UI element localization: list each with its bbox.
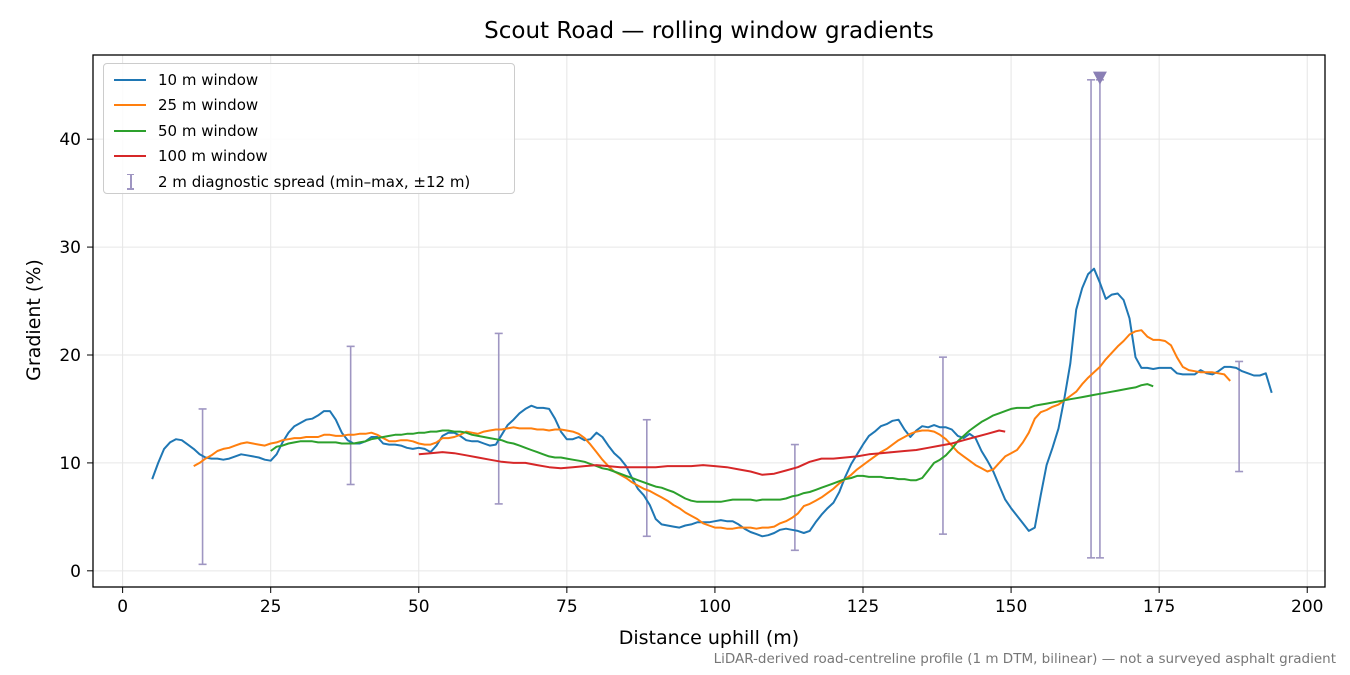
footnote: LiDAR-derived road-centreline profile (1… <box>713 651 1336 667</box>
plot-frame <box>92 54 1326 588</box>
y-tick-label: 0 <box>70 562 81 582</box>
errorbar-icon <box>127 173 134 190</box>
y-axis-label: Gradient (%) <box>23 259 45 381</box>
series-line-2 <box>270 383 1154 503</box>
x-axis-label: Distance uphill (m) <box>618 627 800 649</box>
legend-swatch-10m <box>112 72 148 88</box>
spread-errorbar <box>1095 79 1104 559</box>
axis-ticks: 0 25 50 75 100 125 150 175 200 0 10 20 30 40 <box>59 130 1323 617</box>
spread-errorbar <box>790 443 799 552</box>
spread-errorbar <box>1235 360 1244 473</box>
legend-swatch-100m <box>112 148 148 164</box>
x-tick-label: 75 <box>556 597 578 617</box>
legend-label-spread: 2 m diagnostic spread (min–max, ±12 m) <box>158 172 471 191</box>
y-tick-label: 10 <box>59 454 81 474</box>
legend-label-100m: 100 m window <box>158 147 268 166</box>
legend-swatch-spread <box>112 173 148 190</box>
legend-item-50m: 50 m window <box>104 118 514 144</box>
series-line-1 <box>193 329 1231 530</box>
x-tick-label: 50 <box>408 597 430 617</box>
legend-item-25m: 25 m window <box>104 93 514 119</box>
legend-swatch-50m <box>112 123 148 139</box>
x-tick-label: 0 <box>117 597 128 617</box>
legend-label-50m: 50 m window <box>158 121 259 140</box>
x-tick-label: 125 <box>847 597 879 617</box>
triangle-down-icon <box>1092 71 1107 85</box>
x-tick-label: 175 <box>1143 597 1175 617</box>
legend-item-spread: 2 m diagnostic spread (min–max, ±12 m) <box>104 169 514 195</box>
spread-marker <box>1092 71 1107 85</box>
legend-item-10m: 10 m window <box>104 67 514 93</box>
legend-swatch-25m <box>112 97 148 113</box>
series-line-3 <box>418 429 1006 476</box>
x-tick-label: 200 <box>1291 597 1323 617</box>
chart-title: Scout Road — rolling window gradients <box>484 18 934 44</box>
spread-errorbar <box>198 408 207 566</box>
spread-errorbar <box>346 345 355 486</box>
legend-item-100m: 100 m window <box>104 144 514 170</box>
spread-errorbar <box>1087 79 1096 559</box>
y-tick-label: 30 <box>59 238 81 258</box>
legend: 10 m window 25 m window 50 m window 100 … <box>103 63 515 194</box>
legend-label-25m: 25 m window <box>158 96 259 115</box>
series-lines <box>151 267 1273 538</box>
y-tick-label: 20 <box>59 346 81 366</box>
spread-errorbar <box>642 418 651 538</box>
spread-errorbar <box>494 332 503 505</box>
x-tick-label: 100 <box>699 597 731 617</box>
legend-label-10m: 10 m window <box>158 70 259 89</box>
series-line-0 <box>151 267 1273 538</box>
x-tick-label: 150 <box>995 597 1027 617</box>
y-tick-label: 40 <box>59 130 81 150</box>
x-tick-label: 25 <box>260 597 282 617</box>
